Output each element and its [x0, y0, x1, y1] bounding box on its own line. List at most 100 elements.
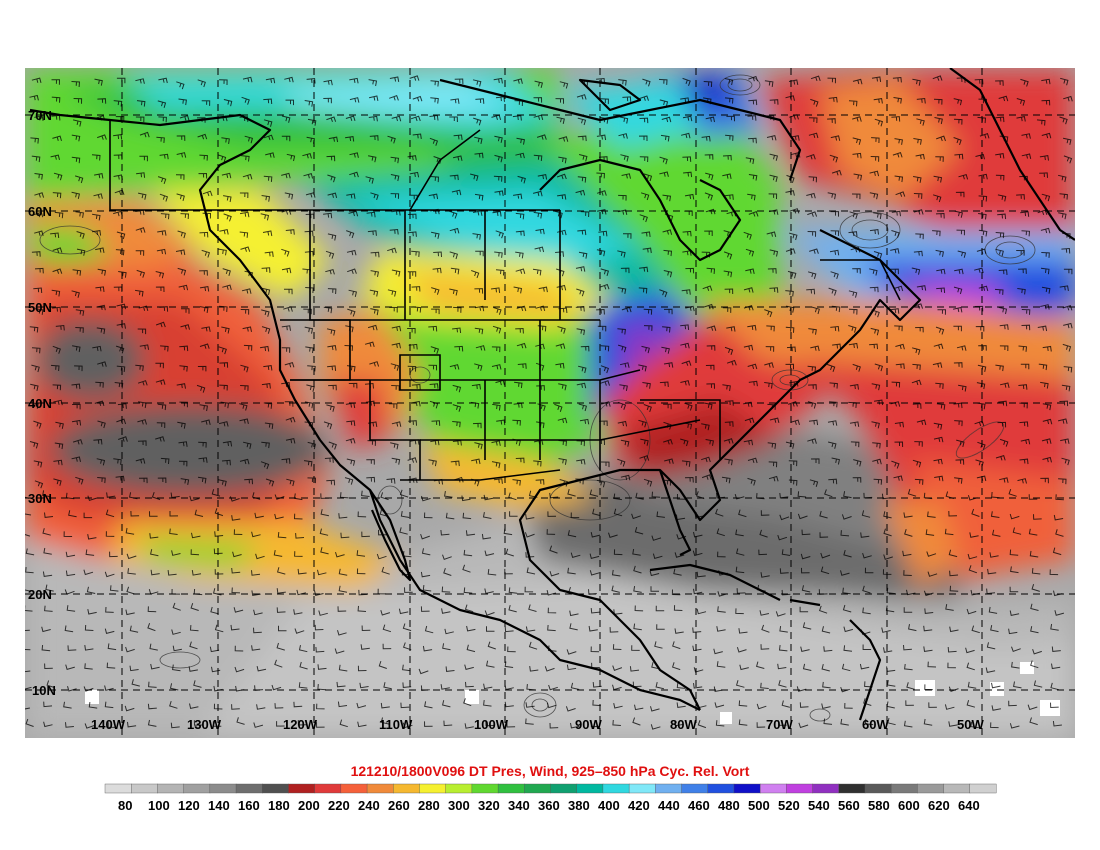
wind-barb: [548, 684, 558, 691]
wind-barb: [948, 549, 958, 558]
wind-barb: [34, 480, 44, 489]
wind-barb: [106, 492, 116, 498]
wind-barb: [293, 701, 303, 708]
wind-barb: [537, 174, 548, 180]
wind-barb: [191, 532, 201, 539]
wind-barb: [659, 171, 669, 177]
wind-barb: [806, 192, 816, 199]
wind-barb: [104, 701, 114, 709]
colorbar-swatch: [890, 783, 918, 794]
wind-barb: [407, 271, 417, 277]
wind-barb: [299, 661, 308, 670]
wind-barb: [370, 192, 379, 201]
wind-barb: [933, 458, 943, 465]
wind-barb: [449, 288, 458, 296]
wind-barb: [768, 475, 779, 482]
wind-barb: [1010, 566, 1019, 574]
wind-barb: [723, 251, 733, 260]
wind-barb: [52, 192, 62, 199]
wind-barb: [600, 268, 610, 277]
wind-barb: [201, 419, 211, 426]
wind-barb: [263, 119, 273, 127]
wind-barb: [965, 647, 975, 654]
wind-barb: [86, 586, 96, 594]
wind-barb: [217, 154, 227, 163]
wind-barb: [747, 363, 758, 370]
wind-barb: [193, 720, 203, 726]
wind-barb: [431, 287, 440, 295]
wind-barb: [31, 155, 41, 163]
wind-barb: [945, 604, 954, 611]
wind-barb: [357, 665, 367, 672]
wind-barb: [25, 686, 32, 690]
wind-barb: [1018, 384, 1028, 390]
wind-barb: [821, 703, 831, 710]
wind-barb: [547, 645, 557, 652]
wind-barb: [115, 249, 125, 256]
wind-barb: [493, 307, 502, 315]
wind-barb: [63, 531, 73, 537]
wind-barb: [506, 721, 516, 728]
wind-barb: [190, 549, 200, 556]
wind-barb: [169, 528, 178, 535]
wind-barb: [156, 248, 167, 255]
wind-barb: [65, 664, 75, 671]
wind-barb: [744, 417, 755, 424]
wind-barb: [725, 134, 734, 141]
wind-barb: [944, 528, 954, 536]
wind-barb: [171, 629, 181, 635]
wind-barb: [824, 489, 833, 498]
wind-barb: [429, 383, 439, 389]
wind-barb: [390, 363, 400, 371]
wind-barb: [261, 195, 271, 202]
colorbar: 80 100 120 140 160 180 200 220 240 260 280 300 320 34…: [104, 783, 997, 813]
lat-label-40n: 40N: [28, 396, 52, 411]
wind-barb: [1058, 212, 1067, 220]
wind-barb: [692, 550, 703, 557]
wind-barb: [631, 645, 640, 651]
wind-barb: [104, 685, 114, 691]
wind-barb: [759, 529, 768, 538]
wind-barb: [936, 135, 946, 142]
wind-barb: [944, 704, 955, 710]
wind-barb: [54, 211, 64, 219]
wind-barb: [233, 529, 243, 535]
wind-barb: [525, 513, 535, 520]
colorbar-label: 180: [268, 798, 290, 813]
longitude-labels: 140W 130W 120W 110W 100W 90W 80W 70W 60W…: [91, 717, 984, 732]
lat-label-70n: 70N: [28, 108, 52, 123]
wind-barb: [150, 569, 160, 576]
wind-barb: [936, 287, 946, 294]
wind-barb: [547, 624, 556, 632]
wind-barb: [263, 134, 274, 141]
colorbar-label: 240: [358, 798, 380, 813]
wind-barb: [663, 249, 673, 257]
coastlines: [29, 68, 1075, 721]
wind-barb: [736, 647, 747, 653]
wind-barb: [934, 117, 943, 125]
wind-barb: [848, 308, 858, 315]
wind-barb: [137, 419, 147, 425]
wind-barb: [471, 458, 481, 465]
wind-barb: [323, 79, 333, 86]
wind-barb: [286, 478, 295, 487]
wind-barb: [31, 77, 42, 84]
wind-barb: [151, 492, 161, 501]
wind-barb: [704, 402, 713, 410]
wind-barb: [705, 172, 714, 181]
wind-barb: [155, 379, 166, 385]
wind-barb: [629, 666, 640, 672]
wind-barb: [211, 489, 221, 497]
wind-barb: [714, 702, 725, 708]
wind-barb: [676, 702, 686, 708]
wind-barb: [71, 456, 81, 463]
wind-barb: [219, 384, 228, 391]
wind-barb: [400, 511, 410, 518]
wind-barb: [125, 609, 135, 616]
wind-barb: [800, 646, 810, 652]
wind-barb: [911, 267, 921, 275]
wind-barb: [912, 78, 921, 86]
wind-barb: [933, 175, 943, 183]
wind-barb: [43, 721, 53, 728]
wind-barb: [176, 383, 186, 389]
